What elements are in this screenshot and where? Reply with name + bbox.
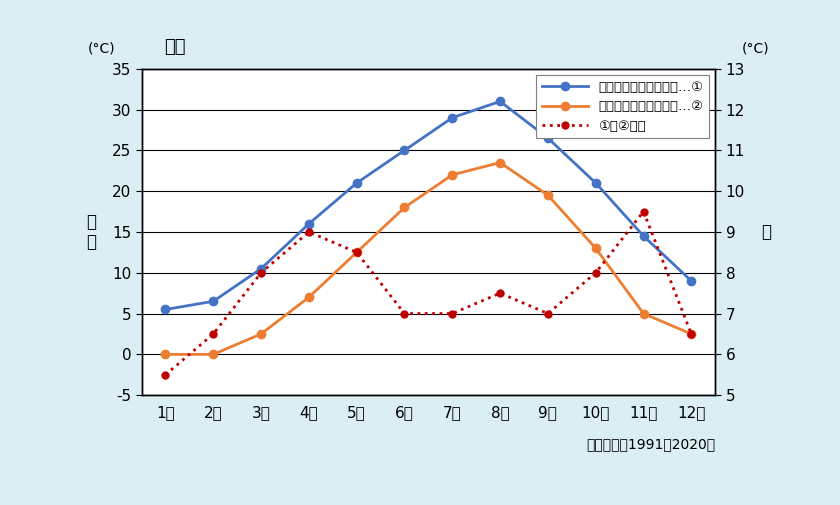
日最低気温の月平均値…② (591, 245, 601, 251)
日最低気温の月平均値…② (208, 351, 218, 358)
日最低気温の月平均値…② (638, 311, 648, 317)
Legend: 日最高気温の月平均値…①, 日最低気温の月平均値…②, ①と②の差: 日最高気温の月平均値…①, 日最低気温の月平均値…②, ①と②の差 (536, 75, 709, 138)
日最低気温の月平均値…② (447, 172, 457, 178)
日最低気温の月平均値…② (304, 294, 314, 300)
日最低気温の月平均値…② (495, 160, 505, 166)
日最低気温の月平均値…② (686, 331, 696, 337)
日最高気温の月平均値…① (447, 115, 457, 121)
①と②の差 (591, 270, 601, 276)
Text: (°C): (°C) (742, 42, 769, 56)
①と②の差 (160, 372, 171, 378)
①と②の差 (256, 270, 266, 276)
Line: 日最低気温の月平均値…②: 日最低気温の月平均値…② (161, 159, 696, 359)
日最低気温の月平均値…② (160, 351, 171, 358)
Text: （平年値：1991～2020）: （平年値：1991～2020） (586, 437, 715, 451)
①と②の差 (543, 311, 553, 317)
Text: (°C): (°C) (87, 42, 115, 56)
日最高気温の月平均値…① (495, 98, 505, 105)
日最高気温の月平均値…① (400, 147, 410, 154)
①と②の差 (638, 209, 648, 215)
日最高気温の月平均値…① (160, 307, 171, 313)
日最高気温の月平均値…① (686, 278, 696, 284)
日最高気温の月平均値…① (638, 233, 648, 239)
Line: ①と②の差: ①と②の差 (162, 208, 695, 378)
日最低気温の月平均値…② (400, 205, 410, 211)
①と②の差 (686, 331, 696, 337)
①と②の差 (208, 331, 218, 337)
日最高気温の月平均値…① (304, 221, 314, 227)
①と②の差 (447, 311, 457, 317)
①と②の差 (352, 249, 362, 256)
日最低気温の月平均値…② (352, 249, 362, 256)
Text: 新潟: 新潟 (165, 38, 186, 56)
日最高気温の月平均値…① (591, 180, 601, 186)
①と②の差 (400, 311, 410, 317)
Y-axis label: 差: 差 (761, 223, 771, 241)
日最高気温の月平均値…① (352, 180, 362, 186)
日最高気温の月平均値…① (543, 135, 553, 141)
日最低気温の月平均値…② (256, 331, 266, 337)
①と②の差 (495, 290, 505, 296)
Line: 日最高気温の月平均値…①: 日最高気温の月平均値…① (161, 97, 696, 314)
日最低気温の月平均値…② (543, 192, 553, 198)
Y-axis label: 気
温: 気 温 (86, 213, 96, 251)
日最高気温の月平均値…① (208, 298, 218, 305)
①と②の差 (304, 229, 314, 235)
日最高気温の月平均値…① (256, 266, 266, 272)
